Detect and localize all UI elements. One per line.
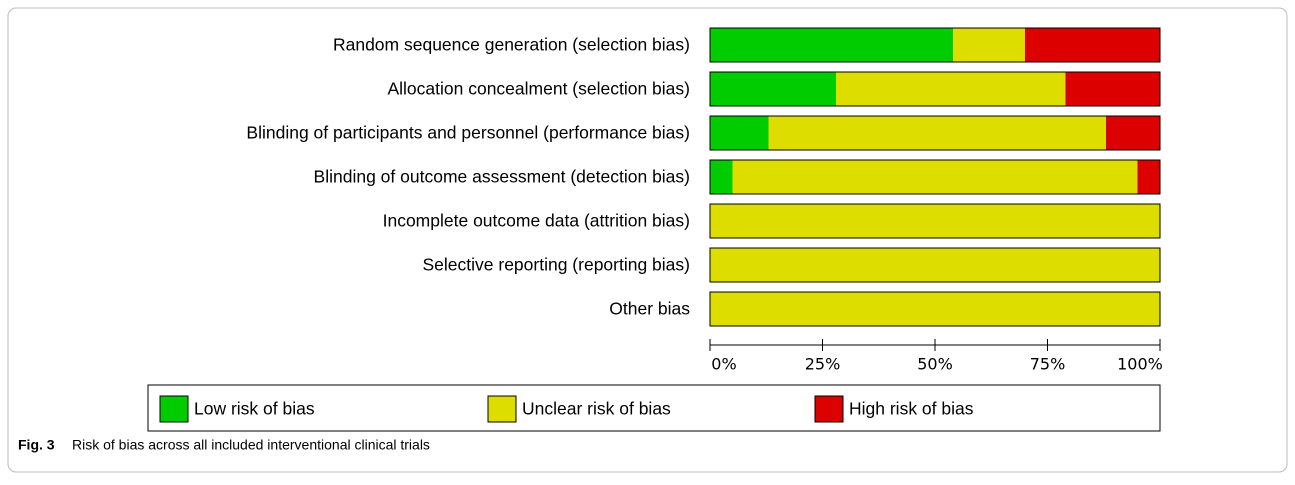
bar-segment	[710, 28, 953, 62]
bar-outline	[709, 115, 1161, 151]
x-tick-label: 50%	[917, 355, 953, 374]
bar-outline	[709, 71, 1161, 107]
category-label: Random sequence generation (selection bi…	[333, 35, 690, 55]
x-tick-label: 25%	[805, 355, 841, 374]
bar-outline	[709, 247, 1161, 283]
category-label: Blinding of outcome assessment (detectio…	[314, 167, 690, 187]
legend-swatch	[487, 395, 517, 423]
bar-outline	[709, 291, 1161, 327]
bar-segment	[710, 72, 836, 106]
legend-box	[147, 384, 1161, 432]
bar-segment	[953, 28, 1025, 62]
bar-segment	[1025, 28, 1160, 62]
bar-outline	[709, 159, 1161, 195]
category-label: Incomplete outcome data (attrition bias)	[383, 211, 690, 231]
x-tick-label: 75%	[1030, 355, 1066, 374]
caption: Risk of bias across all included interve…	[72, 437, 430, 453]
legend-label: Low risk of bias	[194, 399, 315, 419]
x-tick-label: 0%	[711, 355, 736, 374]
bar-segment	[768, 116, 1106, 150]
legend-label: Unclear risk of bias	[522, 399, 671, 419]
category-label: Selective reporting (reporting bias)	[423, 255, 691, 275]
category-label: Blinding of participants and personnel (…	[246, 123, 690, 143]
bar-segment	[1065, 72, 1160, 106]
bar-outline	[709, 203, 1161, 239]
bar-segment	[710, 204, 1160, 238]
bar-segment	[732, 160, 1138, 194]
bar-segment	[836, 72, 1066, 106]
caption-label: Fig. 3	[18, 437, 55, 453]
legend-label: High risk of bias	[849, 399, 974, 419]
bar-outline	[709, 27, 1161, 63]
legend-swatch	[159, 395, 189, 423]
bar-segment	[1106, 116, 1160, 150]
category-label: Allocation concealment (selection bias)	[387, 79, 690, 99]
legend-swatch	[814, 395, 844, 423]
bar-segment	[710, 160, 733, 194]
bar-segment	[710, 248, 1160, 282]
bar-segment	[1137, 160, 1160, 194]
category-label: Other bias	[609, 299, 690, 319]
x-tick-label: 100%	[1117, 355, 1163, 374]
bar-segment	[710, 116, 769, 150]
bar-segment	[710, 292, 1160, 326]
